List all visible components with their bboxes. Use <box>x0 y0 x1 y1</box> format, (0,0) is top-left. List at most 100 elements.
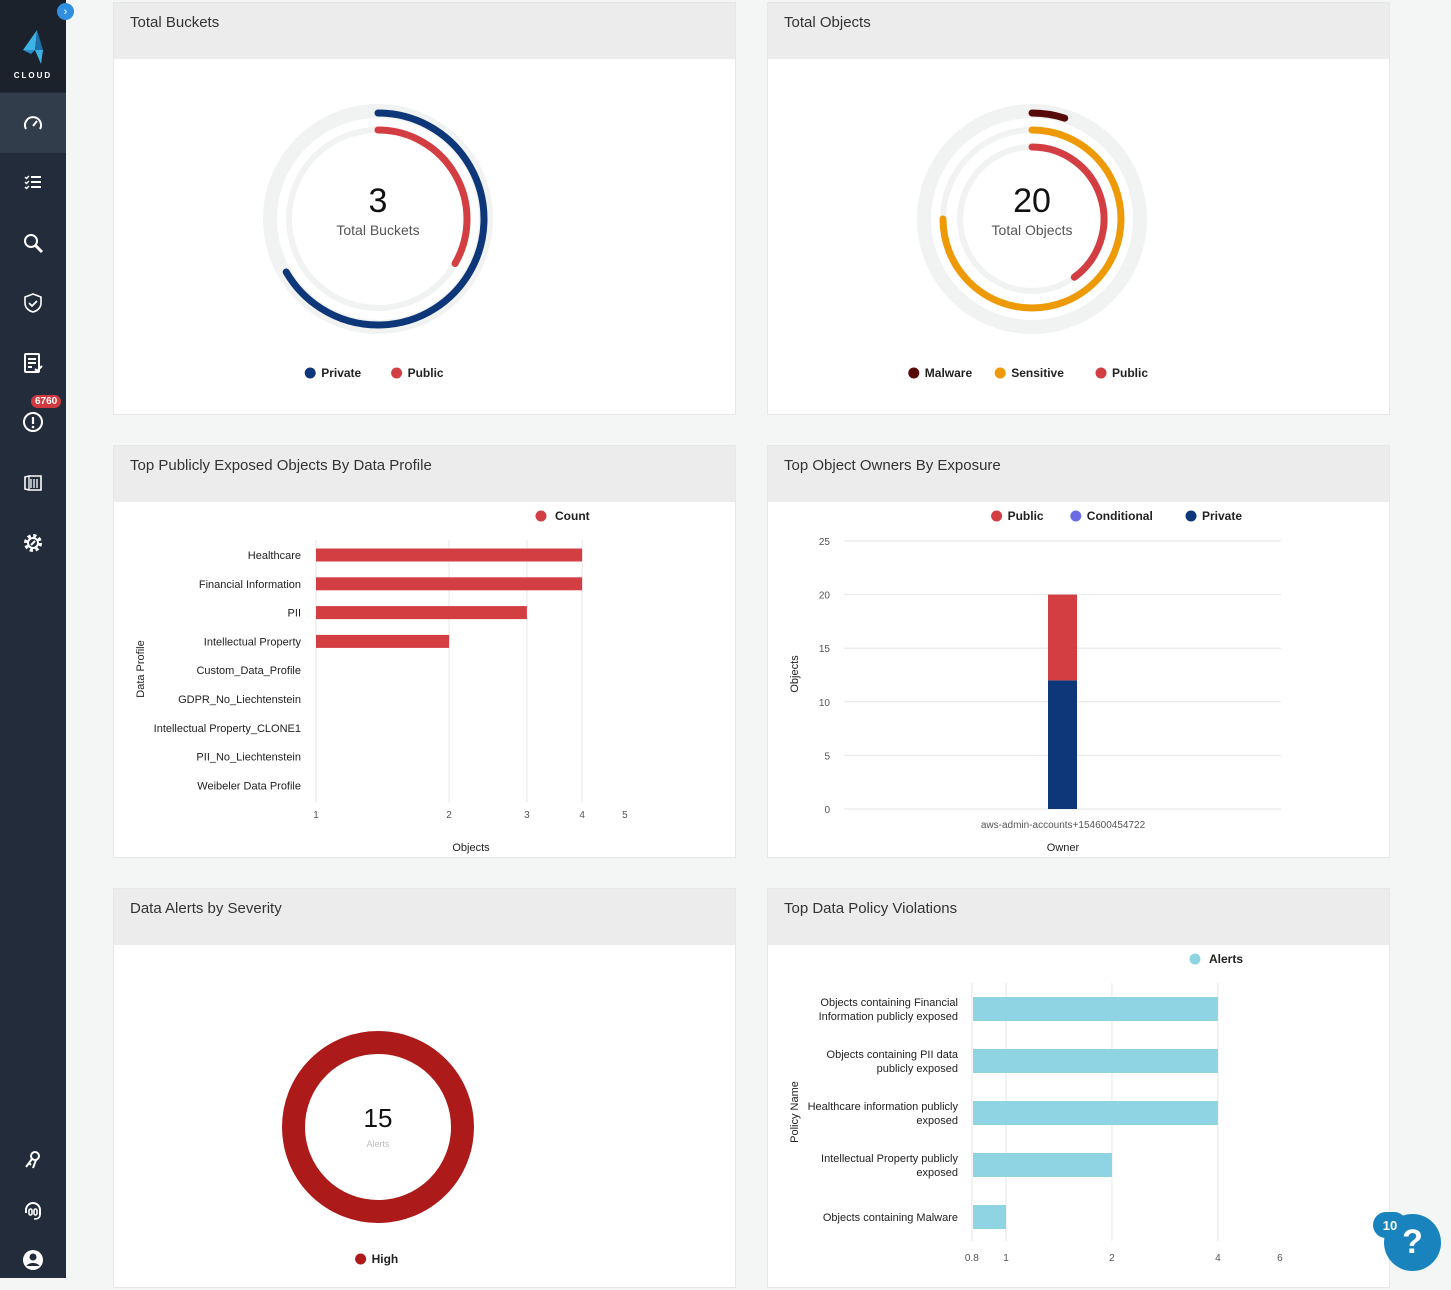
sidebar-item-checklist[interactable] <box>0 152 66 212</box>
radial-bar-malware <box>1028 109 1069 122</box>
y-tick-label: 15 <box>819 644 831 655</box>
total-caption: Total Objects <box>992 222 1073 238</box>
legend-marker <box>1185 510 1197 522</box>
support-headset-icon <box>25 1202 41 1220</box>
card-title: Top Data Policy Violations <box>768 889 1389 945</box>
bar <box>973 1153 1112 1177</box>
category-label: Healthcare <box>248 550 301 562</box>
x-tick-label: 6 <box>1277 1253 1283 1264</box>
category-label: exposed <box>916 1167 958 1179</box>
sidebar-item-user[interactable] <box>0 1230 66 1290</box>
search-icon <box>24 234 44 254</box>
category-label: Intellectual Property <box>204 636 302 648</box>
category-label: publicly exposed <box>877 1063 958 1075</box>
legend-marker <box>535 510 547 522</box>
sidebar-item-shield-check[interactable] <box>0 273 66 333</box>
container-icon <box>24 475 42 491</box>
expand-sidebar-button[interactable]: › <box>57 3 74 20</box>
y-tick-label: 20 <box>819 591 831 602</box>
total-buckets-card: Total Buckets 3 Total Buckets Private Publi… <box>113 2 736 415</box>
category-label: Custom_Data_Profile <box>196 665 301 677</box>
x-axis-title: Owner <box>1047 842 1080 854</box>
sidebar: CLOUD <box>0 0 66 1278</box>
legend-marker <box>994 367 1006 379</box>
card-title: Top Object Owners By Exposure <box>768 446 1389 502</box>
legend-label-private: Private <box>1202 509 1242 523</box>
bar <box>973 1049 1218 1073</box>
legend-label-high: High <box>372 1252 399 1266</box>
category-label: Financial Information <box>199 579 301 591</box>
category-label: GDPR_No_Liechtenstein <box>178 694 301 706</box>
alerts-count-badge: 6760 <box>31 395 62 408</box>
category-label: Objects containing PII data <box>827 1049 959 1061</box>
logo-text: CLOUD <box>13 71 53 80</box>
total-objects-card: Total Objects 20 Total Objects Malware Sens… <box>767 2 1390 415</box>
exposed-by-profile-card: Top Publicly Exposed Objects By Data Pro… <box>113 445 736 858</box>
dashboard-gauge-icon <box>24 116 42 130</box>
logo-icon <box>23 30 43 64</box>
user-icon <box>23 1250 43 1270</box>
legend-label: Alerts <box>1209 952 1243 966</box>
total-value: 3 <box>369 182 388 220</box>
card-title: Total Buckets <box>114 3 735 59</box>
card-title: Top Publicly Exposed Objects By Data Pro… <box>114 446 735 502</box>
settings-gear-icon <box>24 534 42 552</box>
legend-marker <box>391 367 403 379</box>
bar <box>973 997 1218 1021</box>
y-tick-label: 10 <box>819 698 831 709</box>
report-icon <box>24 353 43 373</box>
category-label: Intellectual Property publicly <box>821 1153 958 1165</box>
legend-marker <box>908 367 920 379</box>
sidebar-item-alert[interactable] <box>0 392 66 452</box>
sidebar-item-search[interactable] <box>0 213 66 273</box>
legend-label-malware: Malware <box>925 366 973 380</box>
chevron-right-icon: › <box>63 5 68 18</box>
x-tick-label: 2 <box>1109 1253 1115 1264</box>
total-caption: Alerts <box>366 1139 390 1149</box>
x-tick-label: 1 <box>313 810 319 821</box>
legend-label-sensitive: Sensitive <box>1011 366 1064 380</box>
y-axis-title: Data Profile <box>135 640 147 697</box>
policy-violations-card: Top Data Policy Violations 0.8 1 2 4 6 Object… <box>767 888 1390 1288</box>
radial-bar-public <box>1028 143 1108 281</box>
legend-label: Count <box>555 509 590 523</box>
category-label: Objects containing Malware <box>823 1212 958 1224</box>
legend-label-public: Public <box>1008 509 1044 523</box>
bar <box>316 577 583 591</box>
logo[interactable]: CLOUD <box>0 0 66 92</box>
total-caption: Total Buckets <box>336 222 419 238</box>
radial-bar-sensitive <box>939 126 1125 312</box>
card-title: Total Objects <box>768 3 1389 59</box>
bar <box>973 1205 1006 1229</box>
legend-marker <box>1095 367 1107 379</box>
alert-icon <box>23 412 43 432</box>
sidebar-item-report[interactable] <box>0 333 66 393</box>
category-label: Objects containing Financial <box>820 997 958 1009</box>
bar <box>316 634 450 648</box>
help-badge: 10 <box>1373 1212 1407 1238</box>
legend-label-conditional: Conditional <box>1087 509 1153 523</box>
sidebar-item-dashboard-gauge[interactable] <box>0 93 66 153</box>
keys-icon <box>25 1151 40 1169</box>
category-label: Healthcare information publicly <box>808 1101 959 1113</box>
category-label: exposed <box>916 1115 958 1127</box>
y-tick-label: 25 <box>819 537 831 548</box>
sidebar-item-settings-gear[interactable] <box>0 513 66 573</box>
category-label: PII_No_Liechtenstein <box>196 752 301 764</box>
legend-marker <box>1189 953 1201 965</box>
x-tick-label: 3 <box>524 810 530 821</box>
help-button[interactable]: ? <box>1384 1214 1441 1271</box>
x-tick-label: 1 <box>1003 1253 1009 1264</box>
sidebar-item-container[interactable] <box>0 453 66 513</box>
category-label: Weibeler Data Profile <box>197 780 301 792</box>
category-label: Information publicly exposed <box>819 1011 958 1023</box>
sidebar-item-keys[interactable] <box>0 1130 66 1190</box>
x-tick-label: 2 <box>446 810 452 821</box>
checklist-icon <box>24 175 41 190</box>
sidebar-item-support-headset[interactable] <box>0 1180 66 1240</box>
bar-public <box>1048 594 1077 681</box>
y-axis-title: Policy Name <box>789 1081 801 1143</box>
legend-marker <box>1070 510 1082 522</box>
legend-label-public: Public <box>1112 366 1148 380</box>
legend-label-public: Public <box>408 366 444 380</box>
